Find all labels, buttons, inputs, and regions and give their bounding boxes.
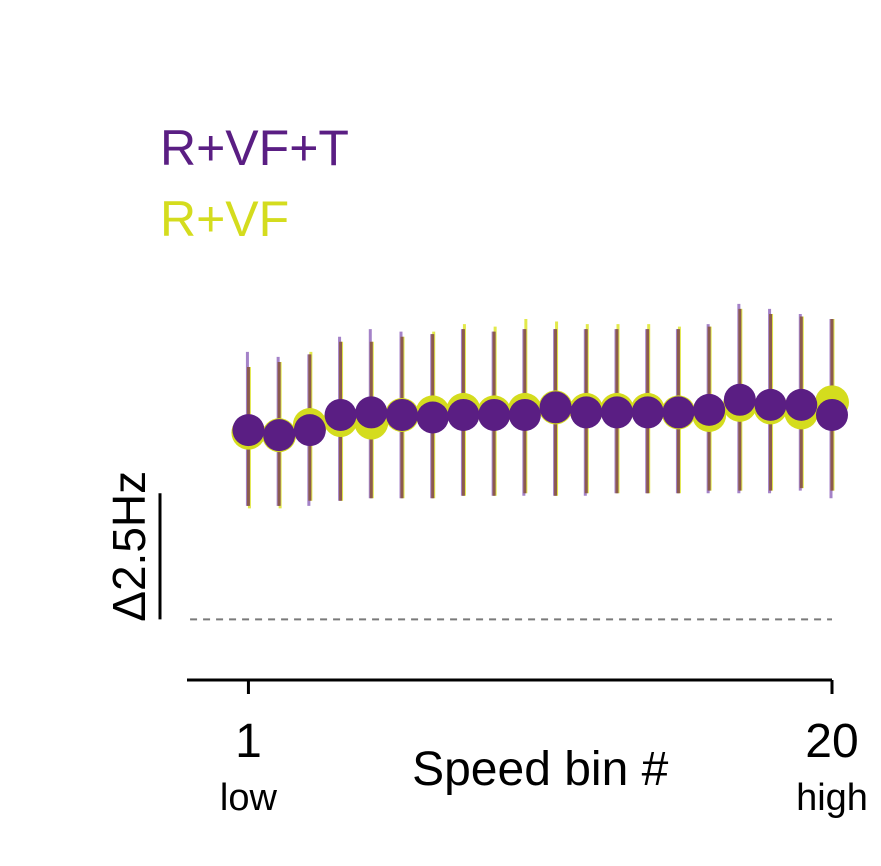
point-r-vf-t <box>324 398 357 431</box>
x-tick-label-20: 20 <box>805 715 858 768</box>
legend-label-r-vf: R+VF <box>160 191 289 247</box>
point-r-vf-t <box>723 383 756 416</box>
point-r-vf-t <box>232 414 265 447</box>
point-r-vf-t <box>662 396 695 429</box>
scale-bar-label: Δ2.5Hz <box>103 471 155 622</box>
legend: R+VF+T R+VF <box>160 120 349 247</box>
point-r-vf-t <box>631 396 664 429</box>
legend-label-r-vf-t: R+VF+T <box>160 120 349 176</box>
point-r-vf-t <box>355 396 388 429</box>
point-r-vf-t <box>816 398 848 431</box>
x-axis-title: Speed bin # <box>412 743 669 796</box>
point-r-vf-t <box>447 398 480 431</box>
point-r-vf-t <box>570 396 603 429</box>
point-r-vf-t <box>754 388 787 421</box>
x-tick-sublabel-low: low <box>220 777 278 819</box>
point-r-vf-t <box>539 391 572 424</box>
point-r-vf-t <box>693 393 726 426</box>
point-r-vf-t <box>508 398 541 431</box>
point-r-vf-t <box>478 398 511 431</box>
x-tick-sublabel-high: high <box>796 777 868 819</box>
point-r-vf-t <box>263 419 296 452</box>
point-r-vf-t <box>785 388 818 421</box>
point-r-vf-t <box>293 414 326 447</box>
point-r-vf-t <box>416 401 449 434</box>
point-r-vf-t <box>601 396 633 429</box>
data-points <box>231 383 849 453</box>
point-r-vf-t <box>386 398 418 431</box>
x-tick-label-1: 1 <box>235 715 262 768</box>
